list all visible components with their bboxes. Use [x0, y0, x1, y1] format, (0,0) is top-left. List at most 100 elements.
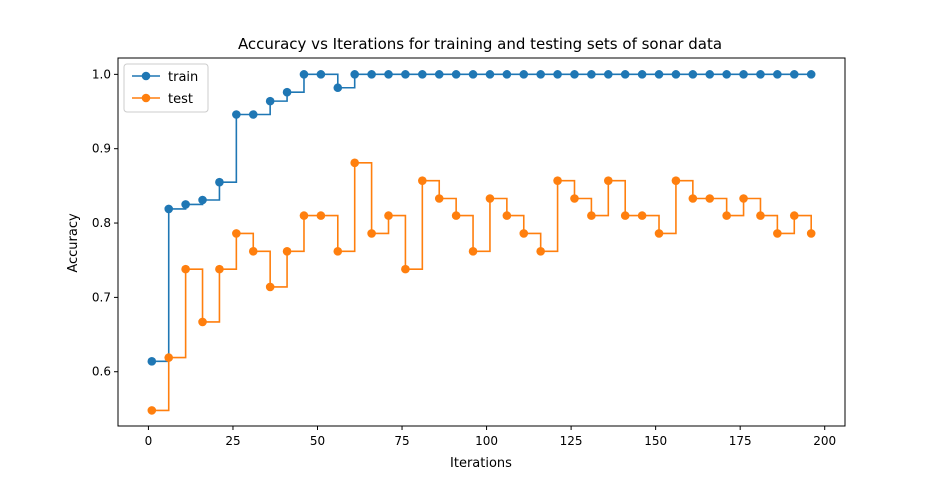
data-point-train	[299, 70, 309, 79]
data-point-train	[671, 70, 681, 79]
data-point-train	[418, 70, 427, 79]
data-point-train	[468, 70, 478, 79]
data-point-test	[688, 194, 698, 203]
data-point-test	[401, 264, 410, 274]
x-tick-label: 0	[145, 434, 153, 448]
data-point-test	[705, 194, 715, 203]
data-point-train	[384, 70, 393, 79]
data-point-test	[756, 211, 765, 220]
data-point-train	[587, 70, 596, 79]
data-point-test	[418, 176, 427, 185]
data-point-train	[333, 83, 343, 93]
legend: train test	[123, 63, 209, 113]
x-axis: 0 25 50 75 100 125 150 175 200	[145, 426, 836, 448]
data-point-test	[367, 229, 376, 238]
data-point-train	[215, 177, 224, 187]
legend-marker-train	[141, 71, 151, 81]
y-tick-label: 0.9	[92, 142, 111, 156]
y-tick-label: 0.7	[92, 290, 111, 304]
data-point-train	[181, 200, 190, 209]
data-point-test	[570, 194, 579, 203]
x-tick-label: 200	[813, 434, 836, 448]
data-point-test	[519, 229, 529, 238]
data-point-train	[282, 87, 292, 97]
data-point-test	[181, 264, 190, 274]
data-point-train	[248, 110, 258, 119]
data-point-train	[806, 70, 816, 79]
data-point-test	[671, 176, 681, 185]
data-point-train	[147, 357, 157, 366]
data-point-train	[789, 70, 799, 79]
data-point-test	[553, 176, 562, 185]
x-tick-label: 75	[394, 434, 409, 448]
y-tick-label: 0.8	[92, 216, 111, 230]
data-point-test	[502, 211, 512, 220]
data-point-test	[536, 246, 545, 256]
data-point-train	[756, 70, 765, 79]
data-point-train	[519, 70, 529, 79]
data-point-train	[739, 70, 748, 79]
data-point-train	[604, 70, 613, 79]
data-point-train	[722, 70, 731, 79]
data-point-test	[333, 246, 343, 256]
y-tick-label: 1.0	[92, 67, 111, 81]
data-point-test	[654, 229, 664, 238]
data-point-train	[705, 70, 715, 79]
legend-marker-test	[141, 93, 151, 103]
data-point-test	[282, 246, 292, 256]
data-point-test	[299, 211, 309, 220]
data-point-test	[587, 211, 596, 220]
data-point-train	[536, 70, 545, 79]
data-point-train	[350, 70, 359, 79]
data-point-test	[164, 353, 174, 362]
x-tick-label: 25	[225, 434, 240, 448]
data-point-test	[773, 229, 782, 238]
x-tick-label: 50	[310, 434, 325, 448]
data-point-test	[232, 229, 241, 238]
data-point-test	[485, 194, 495, 203]
data-point-test	[316, 211, 326, 220]
data-point-test	[265, 282, 275, 292]
data-point-test	[147, 406, 157, 415]
data-point-test	[215, 264, 224, 274]
legend-label-train: train	[168, 70, 198, 85]
x-tick-label: 100	[475, 434, 498, 448]
data-point-train	[367, 70, 376, 79]
data-point-train	[401, 70, 410, 79]
data-point-test	[451, 211, 461, 220]
data-point-test	[789, 211, 799, 220]
data-point-test	[806, 229, 816, 238]
data-point-test	[350, 158, 359, 168]
data-point-train	[164, 204, 174, 214]
data-point-train	[485, 70, 495, 79]
data-point-train	[688, 70, 698, 79]
data-point-test	[637, 211, 647, 220]
x-tick-label: 125	[560, 434, 583, 448]
data-point-test	[604, 176, 613, 185]
data-point-train	[773, 70, 782, 79]
data-point-test	[384, 211, 393, 220]
data-point-test	[468, 246, 478, 256]
legend-label-test: test	[168, 92, 193, 107]
data-point-test	[620, 211, 630, 220]
axes-frame	[117, 57, 846, 427]
data-point-test	[434, 194, 444, 203]
data-point-train	[620, 70, 630, 79]
x-tick-label: 150	[644, 434, 667, 448]
data-point-train	[434, 70, 444, 79]
chart-title: Accuracy vs Iterations for training and …	[238, 35, 722, 53]
data-point-train	[637, 70, 647, 79]
data-point-train	[654, 70, 664, 79]
data-point-test	[198, 317, 207, 327]
data-point-test	[248, 246, 258, 256]
data-point-test	[739, 194, 748, 203]
data-point-train	[451, 70, 461, 79]
data-point-test	[722, 211, 731, 220]
data-point-train	[570, 70, 579, 79]
data-point-train	[553, 70, 562, 79]
y-axis: 0.6 0.7 0.8 0.9 1.0	[92, 67, 118, 379]
y-axis-label: Accuracy	[66, 213, 81, 273]
data-point-train	[232, 110, 241, 119]
data-point-train	[316, 70, 326, 79]
data-point-train	[265, 96, 275, 106]
